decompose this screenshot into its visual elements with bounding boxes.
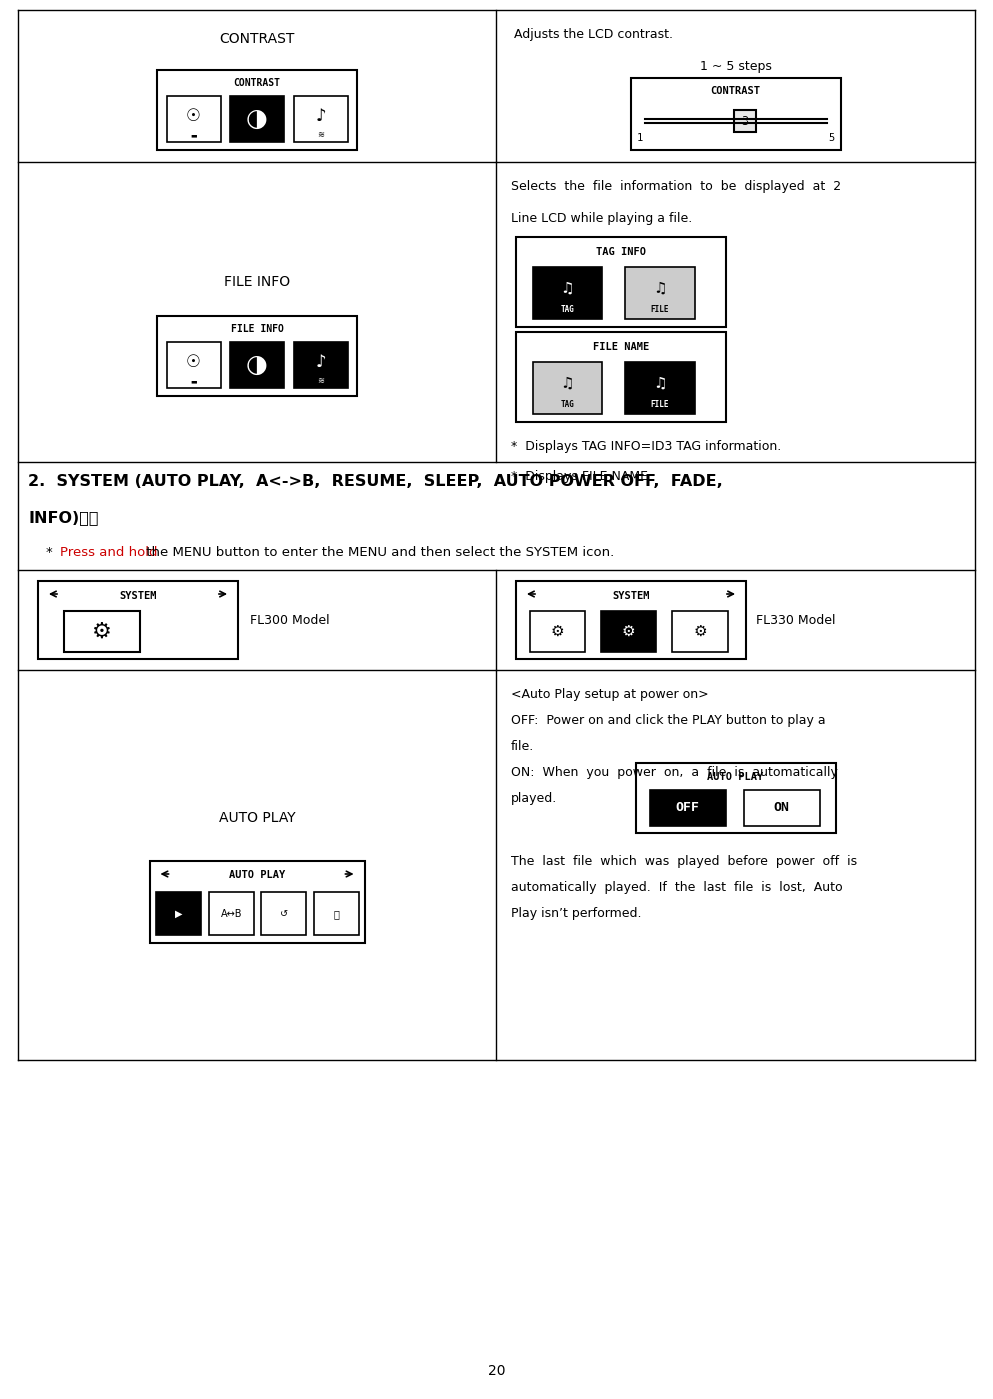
Text: *  Displays FILE NAME.: * Displays FILE NAME. [511,470,652,483]
Text: ⚙: ⚙ [693,624,707,639]
Text: FL330 Model: FL330 Model [756,614,835,627]
Bar [530,611,585,652]
Text: ON:  When  you  power  on,  a  file  is  automatically: ON: When you power on, a file is automat… [511,767,838,779]
Text: played.: played. [511,792,557,804]
Text: ⚙: ⚙ [92,621,112,642]
Text: AUTO PLAY: AUTO PLAY [707,772,764,782]
Text: FL300 Model: FL300 Model [250,614,330,627]
Text: CONTRAST: CONTRAST [233,78,280,88]
Text: ◑: ◑ [246,106,268,130]
Bar [38,581,238,659]
Text: ON: ON [774,802,789,814]
Text: FILE: FILE [650,305,669,315]
Bar [167,341,220,388]
Bar [314,893,359,935]
Text: ☉: ☉ [186,108,201,126]
Bar [516,236,726,327]
Text: 3: 3 [741,115,748,127]
Text: AUTO PLAY: AUTO PLAY [228,870,285,880]
Text: OFF: OFF [675,802,699,814]
Text: Press and hold: Press and hold [60,546,158,560]
Text: ≋: ≋ [317,130,324,140]
Bar [533,362,602,414]
Text: OFF:  Power on and click the PLAY button to play a: OFF: Power on and click the PLAY button … [511,713,825,727]
Text: ↺: ↺ [280,909,288,919]
Text: TAG: TAG [560,400,574,409]
Text: TAG INFO: TAG INFO [596,248,646,257]
Bar [230,95,284,143]
Text: The  last  file  which  was  played  before  power  off  is: The last file which was played before po… [511,855,857,867]
Text: ⚙: ⚙ [622,624,636,639]
Bar [636,762,835,832]
Bar [744,789,819,825]
Text: CONTRAST: CONTRAST [711,85,761,97]
Text: ⏰: ⏰ [334,909,340,919]
Text: FILE INFO: FILE INFO [230,325,283,334]
Bar [209,893,254,935]
Text: SYSTEM: SYSTEM [613,590,649,602]
Bar [601,611,656,652]
Bar [230,341,284,388]
Text: ♫: ♫ [653,375,666,390]
Text: *  Displays TAG INFO=ID3 TAG information.: * Displays TAG INFO=ID3 TAG information. [511,441,781,453]
Text: ♫: ♫ [561,280,574,295]
Text: Line LCD while playing a file.: Line LCD while playing a file. [511,213,692,225]
Bar [626,362,694,414]
Bar [672,611,728,652]
Text: *: * [46,546,62,560]
Text: ▬: ▬ [191,132,197,139]
Text: SYSTEM: SYSTEM [119,590,157,602]
Text: ▶: ▶ [175,909,183,919]
Text: 1 ~ 5 steps: 1 ~ 5 steps [699,60,772,73]
Bar [157,316,357,396]
Bar [64,611,140,652]
Bar [649,789,726,825]
Bar [150,860,364,943]
Bar [156,893,202,935]
Text: ☉: ☉ [186,354,201,372]
Bar [516,332,726,422]
Text: ◑: ◑ [246,353,268,376]
Text: 20: 20 [488,1364,505,1378]
Text: ♪: ♪ [315,354,326,372]
Text: ▬: ▬ [191,378,197,385]
Text: AUTO PLAY: AUTO PLAY [218,811,295,825]
Text: file.: file. [511,740,534,753]
Text: FILE: FILE [650,400,669,409]
Bar [294,95,348,143]
Bar [294,341,348,388]
Text: ⚙: ⚙ [550,624,564,639]
Text: INFO)設定: INFO)設定 [28,511,98,525]
Text: FILE NAME: FILE NAME [593,341,649,353]
Bar [533,267,602,319]
Bar [631,78,840,150]
Bar [157,70,357,150]
Bar [734,111,756,132]
Text: Selects  the  file  information  to  be  displayed  at  2: Selects the file information to be displ… [511,180,841,193]
Text: A↔B: A↔B [220,909,242,919]
Bar [261,893,307,935]
Text: ≋: ≋ [317,376,324,386]
Bar [167,95,220,143]
Bar [626,267,694,319]
Text: ♫: ♫ [653,280,666,295]
Text: ♫: ♫ [561,375,574,390]
Text: ♪: ♪ [315,108,326,126]
Text: the MENU button to enter the MENU and then select the SYSTEM icon.: the MENU button to enter the MENU and th… [142,546,615,560]
Text: <Auto Play setup at power on>: <Auto Play setup at power on> [511,688,709,701]
Text: CONTRAST: CONTRAST [219,32,295,46]
Text: FILE INFO: FILE INFO [224,276,290,290]
Text: 1: 1 [637,133,642,143]
Text: Adjusts the LCD contrast.: Adjusts the LCD contrast. [514,28,673,41]
Text: automatically  played.  If  the  last  file  is  lost,  Auto: automatically played. If the last file i… [511,881,843,894]
Text: 2.  SYSTEM (AUTO PLAY,  A<->B,  RESUME,  SLEEP,  AUTO POWER OFF,  FADE,: 2. SYSTEM (AUTO PLAY, A<->B, RESUME, SLE… [28,474,723,490]
Text: TAG: TAG [560,305,574,315]
Bar [516,581,746,659]
Text: 5: 5 [828,133,834,143]
Text: Play isn’t performed.: Play isn’t performed. [511,907,641,921]
